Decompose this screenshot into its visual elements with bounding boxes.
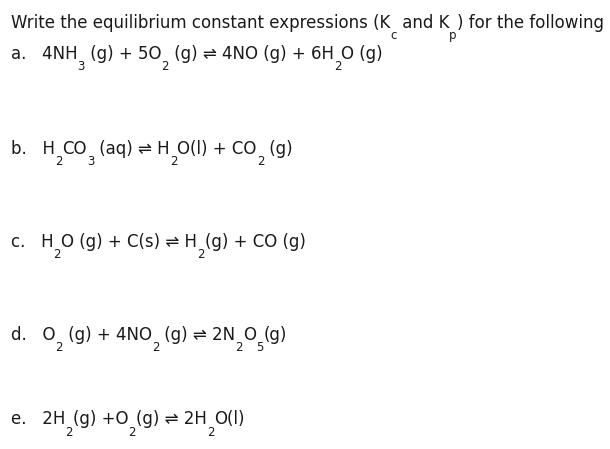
Text: 2: 2: [128, 426, 136, 439]
Text: 2: 2: [170, 155, 178, 168]
Text: O (g) + C(s) ⇌ H: O (g) + C(s) ⇌ H: [61, 233, 197, 251]
Text: ) for the following reactions:: ) for the following reactions:: [457, 14, 610, 32]
Text: (g): (g): [264, 326, 287, 344]
Text: (g) + 4NO: (g) + 4NO: [63, 326, 152, 344]
Text: 2: 2: [162, 61, 169, 74]
Text: 2: 2: [54, 248, 61, 261]
Text: 2: 2: [197, 248, 204, 261]
Text: O (g): O (g): [342, 45, 383, 63]
Text: (g) + 5O: (g) + 5O: [85, 45, 162, 63]
Text: d.   O: d. O: [11, 326, 56, 344]
Text: 2: 2: [207, 426, 214, 439]
Text: O(l) + CO: O(l) + CO: [178, 140, 257, 158]
Text: 3: 3: [87, 155, 95, 168]
Text: Write the equilibrium constant expressions (K: Write the equilibrium constant expressio…: [11, 14, 390, 32]
Text: 2: 2: [65, 426, 73, 439]
Text: 2: 2: [334, 61, 342, 74]
Text: p: p: [449, 29, 457, 42]
Text: (g) + CO (g): (g) + CO (g): [204, 233, 306, 251]
Text: a.   4NH: a. 4NH: [11, 45, 77, 63]
Text: 5: 5: [256, 341, 264, 354]
Text: 2: 2: [257, 155, 264, 168]
Text: (g) ⇌ 4NO (g) + 6H: (g) ⇌ 4NO (g) + 6H: [169, 45, 334, 63]
Text: c.   H: c. H: [11, 233, 54, 251]
Text: 2: 2: [152, 341, 159, 354]
Text: O(l): O(l): [214, 410, 245, 428]
Text: (g) ⇌ 2H: (g) ⇌ 2H: [136, 410, 207, 428]
Text: (g) ⇌ 2N: (g) ⇌ 2N: [159, 326, 235, 344]
Text: 3: 3: [77, 61, 85, 74]
Text: c: c: [390, 29, 397, 42]
Text: b.   H: b. H: [11, 140, 55, 158]
Text: 2: 2: [56, 341, 63, 354]
Text: (g): (g): [264, 140, 293, 158]
Text: (aq) ⇌ H: (aq) ⇌ H: [95, 140, 170, 158]
Text: 2: 2: [55, 155, 62, 168]
Text: and K: and K: [396, 14, 449, 32]
Text: 2: 2: [235, 341, 243, 354]
Text: CO: CO: [62, 140, 87, 158]
Text: O: O: [243, 326, 256, 344]
Text: e.   2H: e. 2H: [11, 410, 65, 428]
Text: (g) +O: (g) +O: [73, 410, 128, 428]
